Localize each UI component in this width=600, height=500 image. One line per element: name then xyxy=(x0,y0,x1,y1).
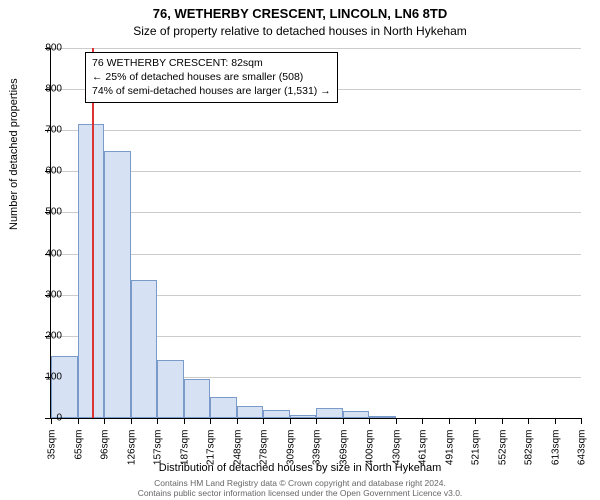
x-tick xyxy=(237,418,238,424)
x-tick-label: 582sqm xyxy=(524,430,535,480)
x-tick-label: 278sqm xyxy=(259,430,270,480)
x-tick-label: 643sqm xyxy=(577,430,588,480)
chart-title-sub: Size of property relative to detached ho… xyxy=(0,24,600,38)
x-tick xyxy=(290,418,291,424)
annotation-line3: 74% of semi-detached houses are larger (… xyxy=(92,84,331,98)
x-tick-label: 400sqm xyxy=(365,430,376,480)
histogram-bar xyxy=(157,360,184,418)
x-tick-label: 96sqm xyxy=(100,430,111,480)
histogram-bar xyxy=(369,416,396,418)
x-tick xyxy=(475,418,476,424)
x-tick-label: 521sqm xyxy=(471,430,482,480)
histogram-bar xyxy=(131,280,158,418)
x-tick xyxy=(131,418,132,424)
x-tick xyxy=(396,418,397,424)
x-tick-label: 217sqm xyxy=(206,430,217,480)
histogram-bar xyxy=(104,151,131,418)
x-tick-label: 65sqm xyxy=(73,430,84,480)
x-tick-label: 430sqm xyxy=(391,430,402,480)
marker-line xyxy=(92,48,94,418)
x-tick xyxy=(502,418,503,424)
x-tick-label: 613sqm xyxy=(550,430,561,480)
histogram-bar xyxy=(210,397,237,418)
gridline xyxy=(51,130,581,131)
histogram-bar xyxy=(263,410,290,418)
y-tick-label: 100 xyxy=(32,371,62,382)
x-tick xyxy=(449,418,450,424)
x-tick xyxy=(157,418,158,424)
x-tick-label: 187sqm xyxy=(179,430,190,480)
x-tick xyxy=(184,418,185,424)
x-tick xyxy=(263,418,264,424)
x-tick-label: 491sqm xyxy=(444,430,455,480)
x-tick xyxy=(316,418,317,424)
x-tick xyxy=(78,418,79,424)
x-tick-label: 157sqm xyxy=(153,430,164,480)
x-tick-label: 309sqm xyxy=(285,430,296,480)
x-tick xyxy=(581,418,582,424)
histogram-bar xyxy=(51,356,78,418)
x-tick xyxy=(104,418,105,424)
y-tick-label: 900 xyxy=(32,43,62,54)
x-tick xyxy=(343,418,344,424)
y-tick-label: 200 xyxy=(32,330,62,341)
x-tick xyxy=(528,418,529,424)
footer-line2: Contains public sector information licen… xyxy=(0,488,600,498)
annotation-line2: ← 25% of detached houses are smaller (50… xyxy=(92,70,331,84)
annotation-line1: 76 WETHERBY CRESCENT: 82sqm xyxy=(92,56,331,70)
footer: Contains HM Land Registry data © Crown c… xyxy=(0,478,600,498)
x-tick-label: 126sqm xyxy=(126,430,137,480)
y-tick-label: 700 xyxy=(32,125,62,136)
histogram-bar xyxy=(343,411,370,418)
x-tick-label: 339sqm xyxy=(312,430,323,480)
gridline xyxy=(51,171,581,172)
x-tick-label: 35sqm xyxy=(47,430,58,480)
histogram-bar xyxy=(290,415,317,418)
x-tick xyxy=(422,418,423,424)
y-tick-label: 300 xyxy=(32,289,62,300)
plot-area xyxy=(50,48,581,419)
histogram-bar xyxy=(237,406,264,418)
x-tick xyxy=(210,418,211,424)
histogram-bar xyxy=(316,408,343,418)
y-tick-label: 500 xyxy=(32,207,62,218)
y-tick-label: 0 xyxy=(32,413,62,424)
y-tick-label: 600 xyxy=(32,166,62,177)
footer-line1: Contains HM Land Registry data © Crown c… xyxy=(0,478,600,488)
x-axis-title: Distribution of detached houses by size … xyxy=(0,462,600,474)
gridline xyxy=(51,212,581,213)
chart-title-main: 76, WETHERBY CRESCENT, LINCOLN, LN6 8TD xyxy=(0,6,600,21)
gridline xyxy=(51,48,581,49)
chart-container: 76, WETHERBY CRESCENT, LINCOLN, LN6 8TD … xyxy=(0,0,600,500)
x-tick-label: 552sqm xyxy=(497,430,508,480)
x-tick xyxy=(369,418,370,424)
x-tick xyxy=(555,418,556,424)
y-tick-label: 800 xyxy=(32,84,62,95)
histogram-bar xyxy=(78,124,105,418)
histogram-bar xyxy=(184,379,211,418)
x-tick-label: 461sqm xyxy=(418,430,429,480)
x-tick-label: 369sqm xyxy=(338,430,349,480)
annotation-box: 76 WETHERBY CRESCENT: 82sqm ← 25% of det… xyxy=(85,52,338,103)
y-tick-label: 400 xyxy=(32,248,62,259)
x-tick-label: 248sqm xyxy=(232,430,243,480)
y-axis-title: Number of detached properties xyxy=(8,78,20,230)
gridline xyxy=(51,254,581,255)
